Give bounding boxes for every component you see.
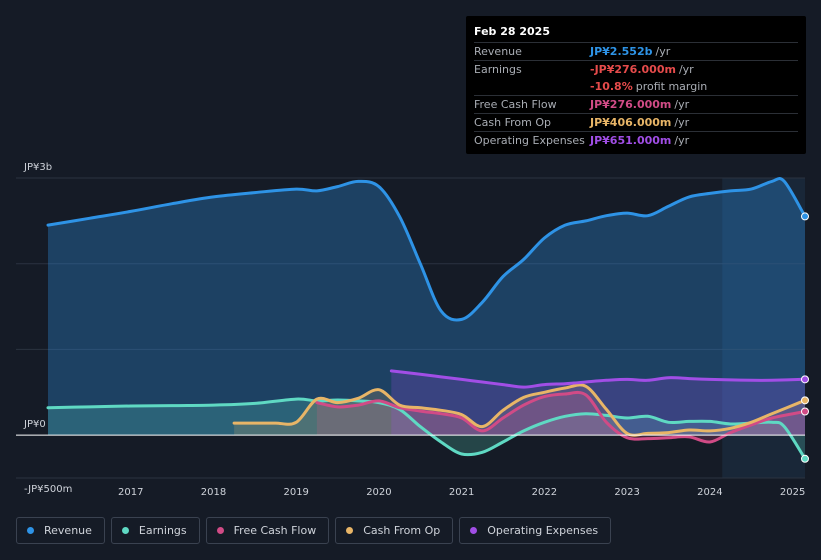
tooltip-row-label: Free Cash Flow [474,98,557,111]
tooltip-date: Feb 28 2025 [474,25,550,38]
tooltip-rows: Revenue JP¥2.552b/yr Earnings -JP¥276.000m /… [474,42,798,149]
legend-dot-icon [216,527,224,534]
legend-label: Earnings [138,524,187,537]
tooltip-row-value: -10.8% [590,80,633,93]
x-axis-label: 2020 [366,487,391,498]
legend-item-earnings[interactable]: Earnings [110,517,200,544]
x-axis-label: 2022 [532,487,557,498]
tooltip-row: Cash From Op JP¥406.000m/yr [474,113,798,131]
x-axis-label: 2024 [697,487,722,498]
y-axis-labels: JP¥3b JP¥0 -JP¥500m [23,162,72,495]
x-axis-label: 2018 [201,487,226,498]
gridlines [16,177,805,479]
earnings-line [46,397,807,461]
tooltip-row-unit: /yr [678,63,694,76]
tooltip-row-value: -JP¥276.000m [590,63,676,76]
tooltip-row-label: Earnings [474,63,522,76]
tooltip-row: Operating Expenses JP¥651.000m/yr [474,131,798,149]
x-axis-label: 2021 [449,487,474,498]
legend-label: Cash From Op [363,524,441,537]
series-areas [48,178,806,459]
legend-item-cash-from-op[interactable]: Cash From Op [335,517,454,544]
series-lines [46,177,807,461]
legend-label: Free Cash Flow [233,524,317,537]
tooltip-row-label [474,78,590,95]
tooltip-panel: Feb 28 2025 Revenue JP¥2.552b/yr Earnings -… [466,16,806,154]
free-cash-flow-line [315,390,807,444]
tooltip-row-value: JP¥276.000m [590,98,672,111]
revenue-area [48,178,805,436]
tooltip-row-unit: /yr [674,134,690,147]
x-axis-label: 2023 [614,487,639,498]
revenue-end-point [801,212,809,221]
tooltip-row-unit: /yr [674,98,690,111]
tooltip-row-value: JP¥2.552b [590,45,653,58]
tooltip-row: -10.8% profit margin [474,78,798,95]
tooltip-row-label: Operating Expenses [474,134,585,147]
free-cash-flow-end-point [801,407,809,416]
x-axis-labels: 2017 2018 2019 2020 2021 2022 2023 2024 2025 [118,487,805,498]
x-axis-label: 2019 [283,487,308,498]
legend-item-free-cash-flow[interactable]: Free Cash Flow [205,517,330,544]
series-end-dots [801,212,809,463]
operating-expenses-end-point [801,375,809,384]
legend-label: Operating Expenses [487,524,599,537]
operating-expenses-line [389,369,807,389]
tooltip-row: Revenue JP¥2.552b/yr [474,42,798,60]
tooltip-row-value: JP¥406.000m [590,116,672,129]
tooltip-row-unit: /yr [655,45,671,58]
earnings-end-point [801,454,809,463]
legend-dot-icon [27,527,34,534]
y-axis-label: JP¥3b [23,162,52,173]
tooltip-row-unit: profit margin [635,80,708,93]
legend-dot-icon [346,527,354,534]
cash-from-op-line [232,383,807,437]
x-axis-label: 2025 [780,487,805,498]
tooltip-row: Earnings -JP¥276.000m/yr [474,60,798,78]
cash-from-op-area [234,384,806,436]
earnings-area [48,399,805,459]
tooltip-row-label: Revenue [474,45,522,58]
tooltip-row-value: JP¥651.000m [590,134,672,147]
tooltip-row-unit: /yr [674,116,690,129]
legend: Revenue Earnings Free Cash Flow Cash From O… [16,517,612,546]
cash-from-op-end-point [801,396,809,405]
y-axis-label: JP¥0 [23,419,46,430]
legend-dot-icon [121,527,129,534]
legend-item-revenue[interactable]: Revenue [16,517,105,544]
revenue-line [46,177,807,322]
legend-label: Revenue [44,524,92,537]
y-axis-label: -JP¥500m [24,484,72,495]
tooltip-row-label: Cash From Op [474,116,552,129]
tooltip-row: Free Cash Flow JP¥276.000m/yr [474,95,798,113]
x-axis-label: 2017 [118,487,143,498]
legend-dot-icon [470,527,478,534]
legend-item-operating-expenses[interactable]: Operating Expenses [459,517,612,544]
